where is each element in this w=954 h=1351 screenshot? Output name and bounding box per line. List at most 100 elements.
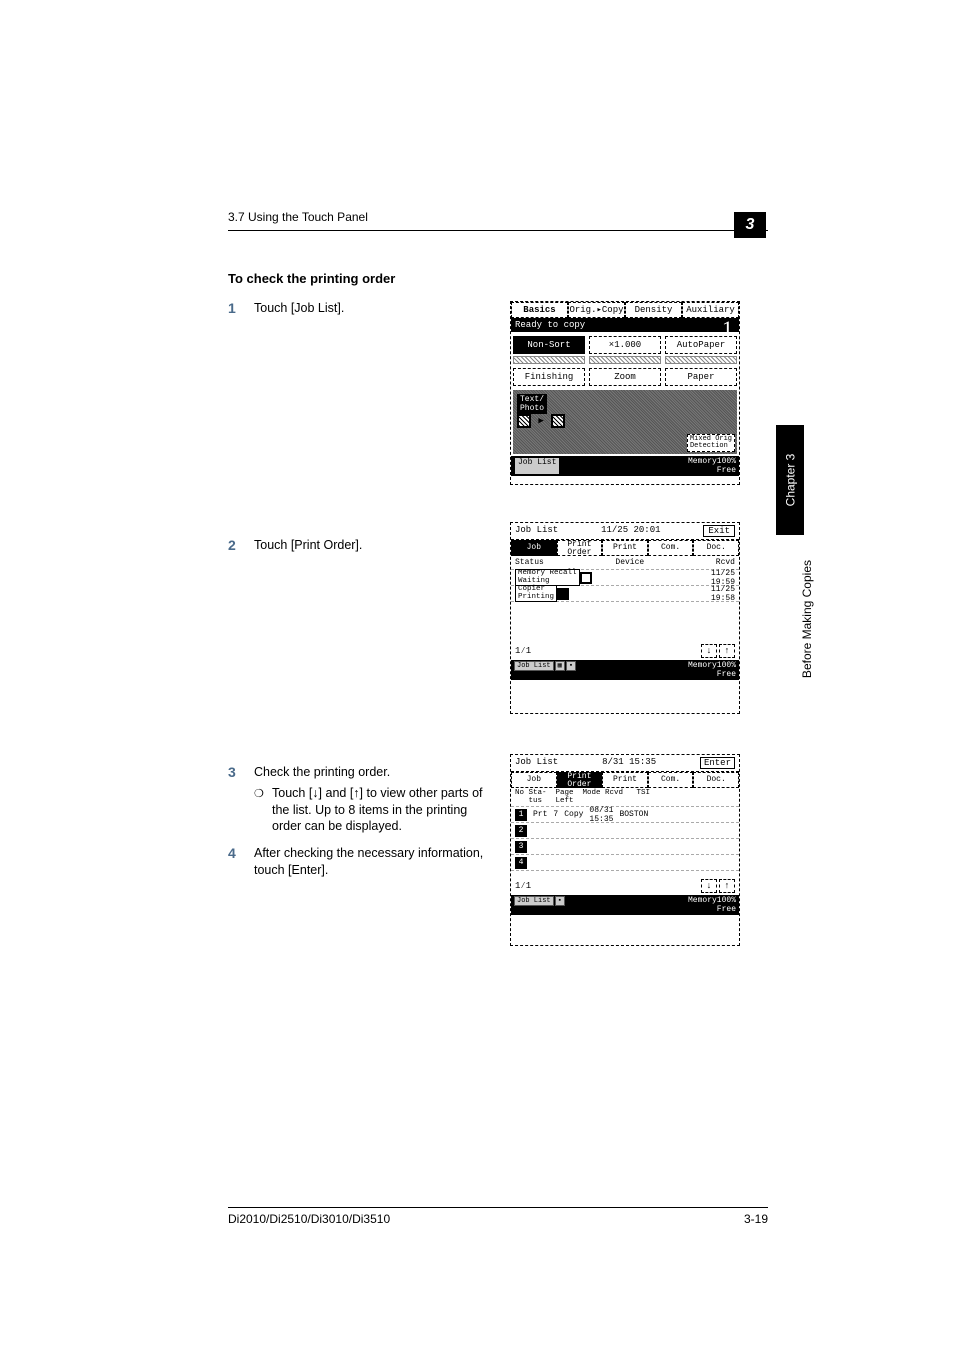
chip-joblist[interactable]: Job List bbox=[514, 896, 554, 906]
footer-chips: Job List▦▪ bbox=[514, 661, 577, 679]
col-rcvd: Rcvd bbox=[716, 558, 735, 567]
touchpanel-basics: Basics Orig.▸Copy Density Auxiliary Read… bbox=[510, 301, 740, 485]
p2-tabs: Job Print Order Print Com. Doc. bbox=[511, 540, 739, 556]
arrow-down-icon[interactable]: ↓ bbox=[701, 879, 717, 893]
footer-chips: Job List▪ bbox=[514, 896, 566, 914]
job-row-1[interactable]: Memory Recall Waiting 11/25 19:59 bbox=[511, 570, 739, 586]
tab-job[interactable]: Job bbox=[511, 540, 557, 556]
p3-time: 8/31 15:35 bbox=[602, 757, 656, 769]
status-bar: Ready to copy 1 bbox=[511, 318, 739, 332]
arrow-up-icon[interactable]: ↑ bbox=[719, 644, 735, 658]
print-row-1[interactable]: 1 Prt 7 Copy 08/31 15:35 BOSTON bbox=[511, 807, 739, 823]
tab-print[interactable]: Print bbox=[602, 540, 648, 556]
step-3-sub: ❍ Touch [↓] and [↑] to view other parts … bbox=[254, 785, 494, 836]
row-num: 4 bbox=[515, 857, 527, 869]
btn-mixed-orig[interactable]: Mixed Orig Detection bbox=[687, 434, 735, 452]
btn-paper[interactable]: Paper bbox=[665, 368, 737, 386]
p2-pager: 1⁄1 ↓ ↑ bbox=[511, 642, 739, 660]
job-label: Copier Printing bbox=[515, 585, 557, 602]
colhdr-text: No Sta- Page Mode Rcvd TSI tus Left bbox=[515, 789, 650, 805]
row-num: 1 bbox=[515, 809, 527, 821]
device-icon bbox=[557, 588, 569, 600]
copy-icon bbox=[551, 414, 565, 428]
p1-row-labels: Finishing Zoom Paper bbox=[513, 368, 737, 386]
btn-joblist[interactable]: Job List bbox=[514, 457, 560, 475]
row-mode: Copy bbox=[564, 810, 583, 819]
row-num: 3 bbox=[515, 841, 527, 853]
side-chapter-text: Chapter 3 bbox=[783, 454, 797, 507]
p3-colhdr: No Sta- Page Mode Rcvd TSI tus Left bbox=[511, 788, 739, 807]
tab-printorder[interactable]: Print Order bbox=[557, 772, 603, 788]
step-text: Touch [Job List]. bbox=[254, 300, 494, 317]
step-text: Touch [Print Order]. bbox=[254, 537, 494, 554]
row-pages: 7 bbox=[553, 810, 558, 819]
arrow-icon: ▶ bbox=[538, 416, 543, 426]
page-footer: Di2010/Di2510/Di3010/Di3510 3-19 bbox=[228, 1207, 768, 1226]
p2-time: 11/25 20:01 bbox=[601, 525, 660, 537]
p3-footer: Job List▪ Memory100% Free bbox=[511, 895, 739, 915]
step-3-main: Check the printing order. bbox=[254, 765, 390, 779]
tab-print[interactable]: Print bbox=[602, 772, 648, 788]
device-icon bbox=[580, 572, 592, 584]
print-row-2: 2 bbox=[511, 823, 739, 839]
section-ref: 3.7 Using the Touch Panel bbox=[228, 210, 368, 224]
arrow-down-icon[interactable]: ↓ bbox=[701, 644, 717, 658]
orig-icon bbox=[517, 414, 531, 428]
row-status: Prt bbox=[533, 810, 547, 819]
side-chapter-tab: Chapter 3 bbox=[776, 425, 804, 535]
p3-tabs: Job Print Order Print Com. Doc. bbox=[511, 772, 739, 788]
tab-com[interactable]: Com. bbox=[648, 772, 694, 788]
copy-count: 1 bbox=[722, 316, 733, 342]
job-row-2[interactable]: Copier Printing 11/25 19:58 bbox=[511, 586, 739, 602]
chip-textphoto[interactable]: Text/ Photo bbox=[517, 394, 547, 414]
chip-joblist[interactable]: Job List bbox=[514, 661, 554, 671]
btn-zoom[interactable]: Zoom bbox=[589, 368, 661, 386]
row-tsi: BOSTON bbox=[619, 810, 648, 819]
side-section-label: Before Making Copies bbox=[800, 560, 814, 678]
step-number: 2 bbox=[228, 537, 254, 553]
header-rule bbox=[228, 230, 768, 231]
tab-origcopy[interactable]: Orig.▸Copy bbox=[568, 302, 625, 318]
step-text: Check the printing order. ❍ Touch [↓] an… bbox=[254, 764, 494, 836]
p2-cols: Status Device Rcvd bbox=[511, 556, 739, 570]
tab-job[interactable]: Job bbox=[511, 772, 557, 788]
p1-lower: Text/ Photo ▶ Mixed Orig Detection bbox=[513, 390, 737, 454]
tab-doc[interactable]: Doc. bbox=[693, 540, 739, 556]
p3-title: Job List bbox=[515, 757, 558, 769]
btn-exit[interactable]: Exit bbox=[703, 525, 735, 537]
p3-pager: 1⁄1 ↓ ↑ bbox=[511, 877, 739, 895]
touchpanel-printorder: Job List 8/31 15:35 Enter Job Print Orde… bbox=[510, 754, 740, 946]
chip-icon: ▪ bbox=[566, 661, 576, 671]
col-device: Device bbox=[615, 558, 644, 567]
arrow-up-icon[interactable]: ↑ bbox=[719, 879, 735, 893]
p1-row-main: Non-Sort ×1.000 AutoPaper bbox=[513, 336, 737, 354]
page-indicator: 1⁄1 bbox=[515, 881, 531, 891]
col-status: Status bbox=[515, 558, 544, 567]
btn-zoom-val[interactable]: ×1.000 bbox=[589, 336, 661, 354]
btn-finishing[interactable]: Finishing bbox=[513, 368, 585, 386]
running-header: 3.7 Using the Touch Panel bbox=[228, 210, 748, 224]
btn-nonsort[interactable]: Non-Sort bbox=[513, 336, 585, 354]
bullet-icon: ❍ bbox=[254, 785, 272, 836]
section-heading: To check the printing order bbox=[228, 271, 748, 286]
p3-header: Job List 8/31 15:35 Enter bbox=[511, 755, 739, 772]
tab-density[interactable]: Density bbox=[625, 302, 682, 318]
pager-arrows: ↓ ↑ bbox=[701, 879, 735, 893]
tab-com[interactable]: Com. bbox=[648, 540, 694, 556]
step-number: 3 bbox=[228, 764, 254, 780]
p2-footer: Job List▦▪ Memory100% Free bbox=[511, 660, 739, 680]
btn-enter[interactable]: Enter bbox=[700, 757, 735, 769]
pager-arrows: ↓ ↑ bbox=[701, 644, 735, 658]
print-row-4: 4 bbox=[511, 855, 739, 871]
step-number: 4 bbox=[228, 845, 254, 861]
touchpanel-joblist: Job List 11/25 20:01 Exit Job Print Orde… bbox=[510, 522, 740, 714]
memory-status: Memory100% Free bbox=[688, 896, 736, 914]
tab-printorder[interactable]: Print Order bbox=[557, 540, 603, 556]
p2-title: Job List bbox=[515, 525, 558, 537]
p1-tabs: Basics Orig.▸Copy Density Auxiliary bbox=[511, 302, 739, 318]
tab-basics[interactable]: Basics bbox=[511, 302, 568, 318]
step-text: After checking the necessary information… bbox=[254, 845, 494, 879]
tab-doc[interactable]: Doc. bbox=[693, 772, 739, 788]
p2-header: Job List 11/25 20:01 Exit bbox=[511, 523, 739, 540]
memory-status: Memory100% Free bbox=[688, 457, 736, 475]
